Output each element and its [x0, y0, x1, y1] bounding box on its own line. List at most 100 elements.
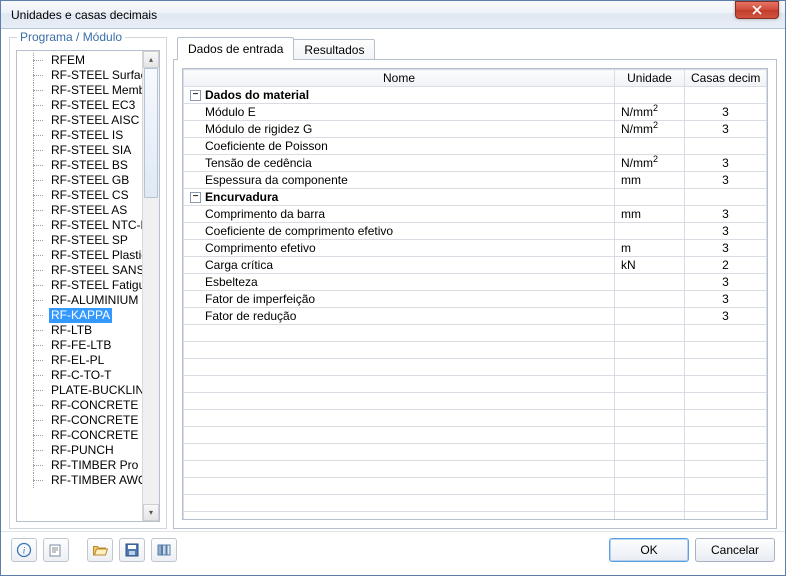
tree-item[interactable]: RF-KAPPA	[17, 308, 142, 323]
module-panel: Programa / Módulo RFEMRF-STEEL SurfacesR…	[9, 37, 167, 529]
tree-item[interactable]: RF-CONCRETE Columns	[17, 428, 142, 443]
ok-button[interactable]: OK	[609, 538, 689, 562]
tree-item[interactable]: RF-STEEL NTC-DF	[17, 218, 142, 233]
table-row[interactable]: Fator de imperfeição3	[184, 291, 767, 308]
table-row[interactable]: Esbelteza3	[184, 274, 767, 291]
collapse-icon[interactable]: −	[190, 192, 201, 203]
tree-item-label: RF-LTB	[49, 323, 94, 338]
tab-strip: Dados de entradaResultados	[173, 37, 777, 59]
tree-item-label: RFEM	[49, 53, 87, 68]
table-row: .	[184, 461, 767, 478]
edit-button[interactable]	[43, 538, 69, 562]
group-row[interactable]: −Dados do material	[184, 87, 767, 104]
scroll-track[interactable]	[143, 68, 159, 504]
scroll-down-icon[interactable]: ▾	[143, 504, 159, 521]
tree-item-label: RF-STEEL CS	[49, 188, 131, 203]
tree-item-label: RF-STEEL Members	[49, 83, 142, 98]
cancel-button[interactable]: Cancelar	[695, 538, 775, 562]
tab[interactable]: Resultados	[293, 39, 375, 59]
tree-item[interactable]: RFEM	[17, 53, 142, 68]
tree-item[interactable]: RF-CONCRETE Members	[17, 413, 142, 428]
table-row[interactable]: Tensão de cedênciaN/mm23	[184, 155, 767, 172]
tree-item[interactable]: RF-STEEL Surfaces	[17, 68, 142, 83]
columns-icon	[156, 542, 172, 558]
tree-item-label: RF-STEEL IS	[49, 128, 125, 143]
tree-item-label: RF-STEEL SP	[49, 233, 130, 248]
profile-button[interactable]	[151, 538, 177, 562]
svg-text:i: i	[23, 545, 26, 555]
units-grid[interactable]: Nome Unidade Casas decim −Dados do mater…	[182, 68, 768, 520]
help-icon: i	[16, 542, 32, 558]
tree-item-label: RF-PUNCH	[49, 443, 116, 458]
tree-item-label: PLATE-BUCKLING	[49, 383, 142, 398]
close-button[interactable]	[735, 1, 779, 19]
tree-item[interactable]: RF-STEEL Fatigue Members	[17, 278, 142, 293]
tree-item-label: RF-STEEL AS	[49, 203, 129, 218]
tree-item[interactable]: RF-EL-PL	[17, 353, 142, 368]
tree-item[interactable]: RF-STEEL AS	[17, 203, 142, 218]
table-row[interactable]: Espessura da componentemm3	[184, 172, 767, 189]
table-row: .	[184, 512, 767, 521]
tree-item-label: RF-STEEL GB	[49, 173, 131, 188]
help-button[interactable]: i	[11, 538, 37, 562]
tree-item[interactable]: RF-STEEL IS	[17, 128, 142, 143]
window-title: Unidades e casas decimais	[11, 8, 735, 22]
tree-item[interactable]: RF-STEEL Plastic	[17, 248, 142, 263]
table-row: .	[184, 427, 767, 444]
tree-item[interactable]: RF-STEEL AISC	[17, 113, 142, 128]
col-header-decimals[interactable]: Casas decim	[685, 70, 767, 87]
tree-item[interactable]: PLATE-BUCKLING	[17, 383, 142, 398]
tree-item[interactable]: RF-STEEL EC3	[17, 98, 142, 113]
module-tree[interactable]: RFEMRF-STEEL SurfacesRF-STEEL MembersRF-…	[16, 50, 160, 522]
scroll-thumb[interactable]	[144, 68, 158, 198]
col-header-name[interactable]: Nome	[184, 70, 615, 87]
collapse-icon[interactable]: −	[190, 90, 201, 101]
tree-item[interactable]: RF-STEEL GB	[17, 173, 142, 188]
tree-item[interactable]: RF-C-TO-T	[17, 368, 142, 383]
table-row[interactable]: Coeficiente de Poisson	[184, 138, 767, 155]
table-row[interactable]: Coeficiente de comprimento efetivo3	[184, 223, 767, 240]
save-button[interactable]	[119, 538, 145, 562]
tree-item-label: RF-EL-PL	[49, 353, 106, 368]
table-row: .	[184, 342, 767, 359]
tree-scrollbar[interactable]: ▴ ▾	[142, 51, 159, 521]
table-row[interactable]: Módulo de rigidez GN/mm23	[184, 121, 767, 138]
tree-item-label: RF-TIMBER AWC	[49, 473, 142, 488]
tree-item[interactable]: RF-STEEL SANS	[17, 263, 142, 278]
tree-item[interactable]: RF-FE-LTB	[17, 338, 142, 353]
tree-item-label: RF-STEEL AISC	[49, 113, 141, 128]
tree-item[interactable]: RF-STEEL Members	[17, 83, 142, 98]
tree-item-label: RF-ALUMINIUM	[49, 293, 140, 308]
tree-item[interactable]: RF-STEEL SP	[17, 233, 142, 248]
table-row: .	[184, 444, 767, 461]
col-header-unit[interactable]: Unidade	[615, 70, 685, 87]
table-row[interactable]: Carga críticakN2	[184, 257, 767, 274]
table-row: .	[184, 376, 767, 393]
tree-item-label: RF-STEEL NTC-DF	[49, 218, 142, 233]
tree-item-label: RF-STEEL SANS	[49, 263, 142, 278]
tree-item[interactable]: RF-TIMBER AWC	[17, 473, 142, 488]
tree-item[interactable]: RF-ALUMINIUM	[17, 293, 142, 308]
module-panel-title: Programa / Módulo	[17, 30, 125, 44]
table-row: .	[184, 359, 767, 376]
tab-body: Nome Unidade Casas decim −Dados do mater…	[173, 59, 777, 529]
tree-item[interactable]: RF-TIMBER Pro	[17, 458, 142, 473]
tree-item-label: RF-STEEL Fatigue Members	[49, 278, 142, 293]
tree-item[interactable]: RF-LTB	[17, 323, 142, 338]
tree-item[interactable]: RF-STEEL SIA	[17, 143, 142, 158]
table-row[interactable]: Módulo EN/mm23	[184, 104, 767, 121]
right-panel: Dados de entradaResultados Nome Unidade …	[173, 37, 777, 529]
table-row[interactable]: Comprimento efetivom3	[184, 240, 767, 257]
folder-open-icon	[92, 542, 108, 558]
tree-item[interactable]: RF-CONCRETE Superficial	[17, 398, 142, 413]
scroll-up-icon[interactable]: ▴	[143, 51, 159, 68]
tab[interactable]: Dados de entrada	[177, 37, 294, 60]
tree-item[interactable]: RF-PUNCH	[17, 443, 142, 458]
tree-item[interactable]: RF-STEEL CS	[17, 188, 142, 203]
tree-item[interactable]: RF-STEEL BS	[17, 158, 142, 173]
group-row[interactable]: −Encurvadura	[184, 189, 767, 206]
tree-item-label: RF-CONCRETE Superficial	[49, 398, 142, 413]
table-row[interactable]: Fator de redução3	[184, 308, 767, 325]
open-button[interactable]	[87, 538, 113, 562]
table-row[interactable]: Comprimento da barramm3	[184, 206, 767, 223]
